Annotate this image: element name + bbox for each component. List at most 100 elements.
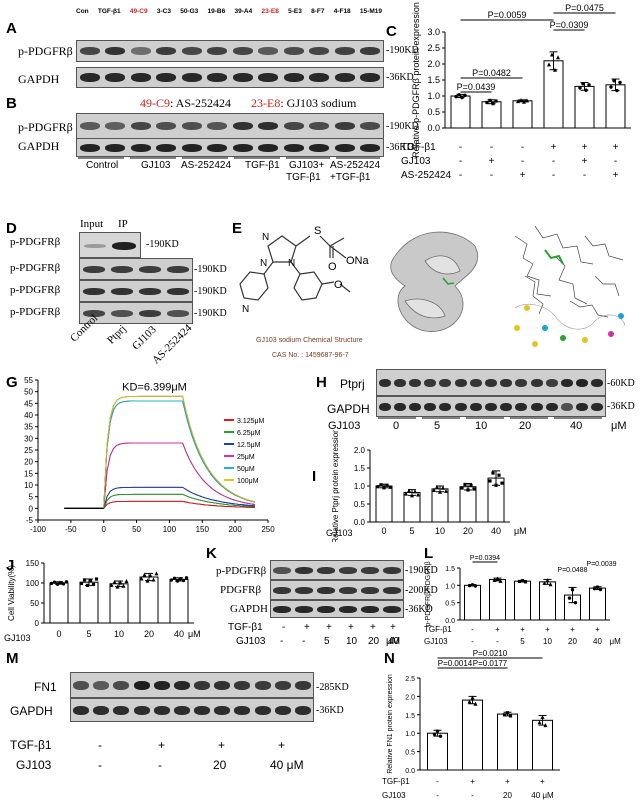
sign: - <box>552 156 555 167</box>
panel-label-i: I <box>312 468 317 485</box>
blot-band <box>273 605 291 613</box>
blot-band <box>545 402 558 411</box>
blot-band <box>378 402 391 411</box>
sign: - <box>471 625 474 634</box>
y-tick-label: 5 <box>29 493 34 502</box>
blot-d-row-label: p-PDGFRβ <box>10 306 61 318</box>
data-point <box>460 95 464 100</box>
blot-band <box>156 122 177 130</box>
blot-band <box>166 265 190 273</box>
treatment-label: TGF-β1 <box>10 738 52 752</box>
blot-band <box>361 605 379 613</box>
data-point <box>432 488 436 493</box>
blot-band <box>334 143 355 152</box>
docking-image-icon <box>385 216 643 356</box>
legend-b: 49-C9: AS-252424 23-E8: GJ103 sodium <box>140 96 356 111</box>
blot-band <box>156 143 177 152</box>
x-tick-label: 100 <box>163 525 177 534</box>
sign: 40 <box>388 636 400 647</box>
data-point <box>508 714 513 718</box>
blot-band <box>317 566 335 574</box>
y-tick-label: 1.0 <box>427 91 440 101</box>
blot-band <box>105 143 126 152</box>
sign: - <box>436 777 439 786</box>
y-tick-label: 2.5 <box>405 676 415 683</box>
p-value: P=0.0059 <box>488 10 527 20</box>
blot-band <box>283 73 304 82</box>
data-point <box>139 576 144 581</box>
dose-unit: μM <box>611 420 627 432</box>
sign: + <box>370 622 376 633</box>
data-point <box>573 600 578 605</box>
blot-band <box>274 705 291 715</box>
data-point <box>435 484 439 489</box>
data-point <box>570 588 575 592</box>
blot-band <box>339 605 357 613</box>
group-label: Control <box>86 160 119 171</box>
sign: - <box>521 142 524 153</box>
data-point <box>172 576 177 580</box>
sign: - <box>459 170 462 181</box>
blot-band <box>156 73 177 82</box>
data-point <box>500 481 504 485</box>
group-label: TGF-β1 <box>245 160 280 171</box>
blot-band <box>515 378 528 387</box>
blot-band <box>130 122 151 130</box>
bar <box>169 578 189 624</box>
blot-band <box>93 680 110 690</box>
chart-g: -100 -50 0 50 100 150 200 250-50510152025303540… <box>24 376 275 534</box>
bar <box>532 719 553 771</box>
data-point <box>492 577 497 582</box>
sign: + <box>218 738 226 752</box>
blot-band <box>484 378 498 387</box>
sensorgram-curve <box>64 442 255 509</box>
p-value: P=0.0177 <box>473 659 508 668</box>
data-point <box>148 573 153 578</box>
kd-label: -190KD <box>194 286 227 297</box>
dose-value: 0 <box>393 420 400 432</box>
blot-band <box>156 47 177 55</box>
bar <box>427 732 448 771</box>
y-tick-label: 3.0 <box>427 27 440 37</box>
blot-band <box>339 586 357 594</box>
data-point <box>505 711 510 715</box>
blot-m-row-label: GAPDH <box>10 704 53 718</box>
sign: + <box>505 777 510 786</box>
data-point <box>438 489 442 494</box>
treatment-label: TGF-β1 <box>382 777 410 786</box>
data-point <box>470 695 475 700</box>
data-point <box>547 62 551 67</box>
sign: - <box>614 156 617 167</box>
chart-c: 0.0 0.5 1.0 1.5 2.0 2.5 3.0 Relative p-PDGFRβ p… <box>401 2 631 181</box>
data-point <box>595 585 600 589</box>
data-point <box>466 488 470 492</box>
data-point <box>598 587 603 592</box>
panel-label-n: N <box>384 650 395 667</box>
sign: + <box>570 625 575 634</box>
data-point <box>581 82 585 86</box>
sign: - <box>98 758 102 772</box>
blot-d-row4 <box>79 302 193 324</box>
blot-h-row-label: GAPDH <box>327 402 370 416</box>
blot-band <box>110 287 134 295</box>
blot-band <box>130 73 151 82</box>
data-point <box>94 577 99 581</box>
blot-band <box>181 47 202 55</box>
x-tick-label: 0 <box>56 629 61 639</box>
y-axis-label: Relative Ptprj protein expression <box>331 430 340 542</box>
blot-band <box>214 680 231 690</box>
data-point <box>145 578 150 583</box>
blot-k-row-label: p-PDGFRβ <box>216 565 267 577</box>
blot-band <box>181 143 202 152</box>
y-tick-label: 0.0 <box>354 518 366 527</box>
lane-label: 15-M19 <box>359 8 382 15</box>
atom-n: N <box>262 232 269 243</box>
blot-band <box>393 402 406 411</box>
y-tick-label: 20 <box>24 458 33 467</box>
blot-a-lane-labels: Con TGF-β1 49-C9 3-C3 50-G3 19-B6 39-A4 23-E8 5-… <box>76 8 382 20</box>
data-point <box>463 93 467 98</box>
blot-k-row-label: PDGFRβ <box>220 584 262 596</box>
p-value: P=0.0014 <box>438 659 473 668</box>
blot-band <box>439 378 452 387</box>
blot-band <box>454 402 467 411</box>
